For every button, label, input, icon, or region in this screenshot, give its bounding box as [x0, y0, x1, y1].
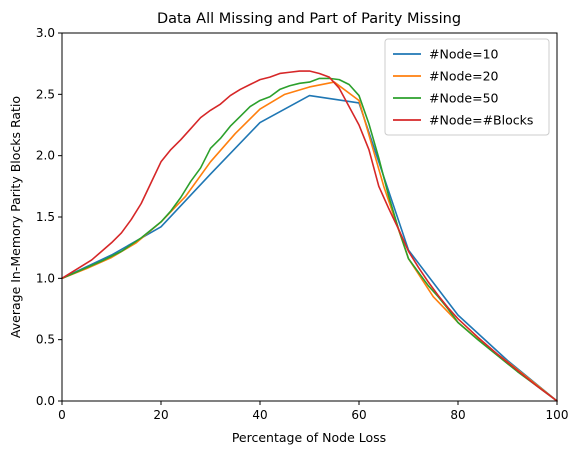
y-tick-label: 2.0 — [36, 149, 55, 163]
legend-label-0: #Node=10 — [429, 47, 499, 62]
x-tick-label: 40 — [252, 408, 267, 422]
x-tick-label: 100 — [546, 408, 569, 422]
x-axis-ticks: 0 20 40 60 80 100 — [58, 401, 568, 422]
legend-label-3: #Node=#Blocks — [429, 113, 533, 128]
x-tick-label: 60 — [351, 408, 366, 422]
series-line-3 — [61, 70, 558, 402]
plot-lines — [61, 70, 558, 402]
y-axis-ticks: 0.0 0.5 1.0 1.5 2.0 2.5 3.0 — [36, 26, 62, 408]
legend: #Node=10 #Node=20 #Node=50 #Node=#Blocks — [384, 38, 550, 136]
y-tick-label: 3.0 — [36, 26, 55, 40]
legend-box — [384, 38, 550, 136]
x-axis-label: Percentage of Node Loss — [232, 430, 386, 445]
series-line-0 — [61, 94, 558, 402]
x-tick-label: 0 — [58, 408, 66, 422]
y-tick-label: 0.5 — [36, 333, 55, 347]
y-tick-label: 1.5 — [36, 210, 55, 224]
y-tick-label: 1.0 — [36, 271, 55, 285]
legend-label-2: #Node=50 — [429, 91, 499, 106]
y-tick-label: 0.0 — [36, 394, 55, 408]
x-tick-label: 20 — [153, 408, 168, 422]
chart-title: Data All Missing and Part of Parity Miss… — [157, 11, 461, 27]
x-tick-label: 80 — [450, 408, 465, 422]
y-axis-label: Average In-Memory Parity Blocks Ratio — [8, 96, 23, 338]
y-tick-label: 2.5 — [36, 87, 55, 101]
legend-label-1: #Node=20 — [429, 69, 499, 84]
